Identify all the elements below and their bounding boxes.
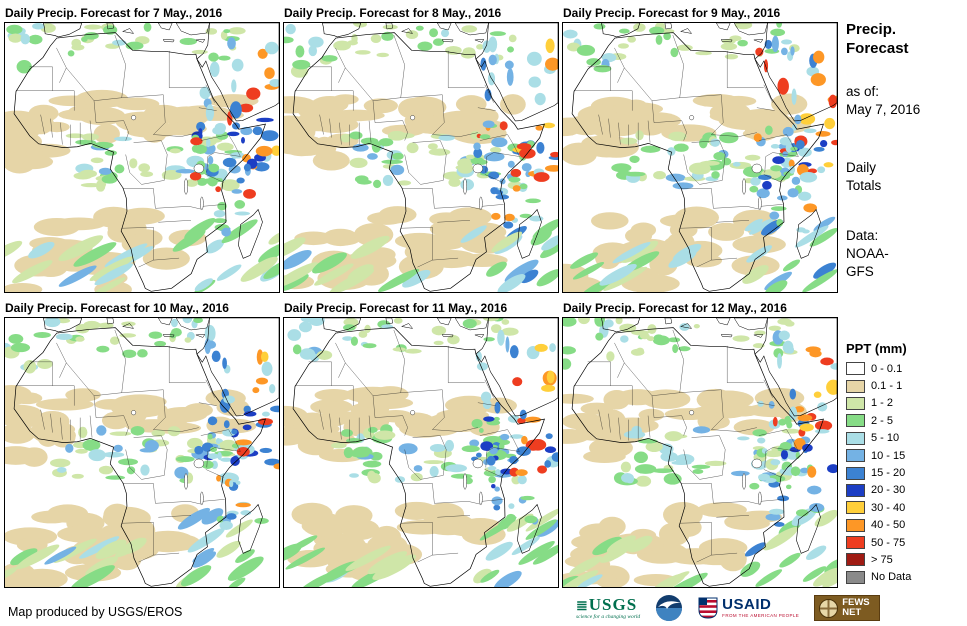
fews-globe-icon — [819, 598, 839, 618]
legend-row: 20 - 30 — [846, 482, 964, 499]
legend-label: No Data — [871, 571, 912, 584]
legend-row: 0.1 - 1 — [846, 377, 964, 394]
legend-label: 40 - 50 — [871, 519, 906, 532]
legend-swatch — [846, 501, 865, 515]
fewsnet-logo: FEWS NET — [814, 595, 881, 621]
legend-row: 10 - 15 — [846, 447, 964, 464]
sidebar-title-line1: Precip. — [846, 21, 897, 38]
legend-label: > 75 — [871, 553, 893, 566]
legend-row: 40 - 50 — [846, 517, 964, 534]
legend-label: 15 - 20 — [871, 467, 906, 480]
legend-label: 10 - 15 — [871, 449, 906, 462]
data-source-line2: GFS — [846, 264, 874, 279]
panel-title: Daily Precip. Forecast for 11 May., 2016 — [284, 301, 508, 315]
usaid-logo: USAID FROM THE AMERICAN PEOPLE — [698, 597, 799, 619]
legend: 0 - 0.1 0.1 - 1 1 - 2 2 - 5 5 - 10 10 - … — [846, 360, 964, 586]
usaid-flag-shield-icon — [698, 597, 718, 619]
legend-swatch — [846, 379, 865, 393]
legend-swatch — [846, 553, 865, 567]
map-panel: Daily Precip. Forecast for 9 May., 2016 — [562, 3, 838, 293]
panel-title: Daily Precip. Forecast for 7 May., 2016 — [5, 6, 223, 20]
map-panel: Daily Precip. Forecast for 12 May., 2016 — [562, 298, 838, 588]
as-of-label: as of: — [846, 84, 880, 99]
africa-precip-map — [4, 317, 280, 588]
legend-swatch — [846, 414, 865, 428]
usgs-tagline: science for a changing world — [576, 613, 641, 620]
legend-label: 1 - 2 — [871, 397, 894, 410]
panel-title: Daily Precip. Forecast for 12 May., 2016 — [563, 301, 787, 315]
legend-title: PPT (mm) — [846, 341, 907, 356]
usaid-name: USAID — [722, 596, 772, 614]
legend-swatch — [846, 536, 865, 550]
legend-label: 30 - 40 — [871, 501, 906, 514]
as-of-date: May 7, 2016 — [846, 102, 921, 117]
usgs-name: USGS — [588, 594, 638, 614]
legend-swatch — [846, 449, 865, 463]
legend-swatch — [846, 431, 865, 445]
africa-precip-map — [283, 22, 559, 293]
legend-swatch — [846, 483, 865, 497]
legend-swatch — [846, 518, 865, 532]
usgs-wordmark: ≣USGS — [576, 596, 640, 614]
legend-row: 0 - 0.1 — [846, 360, 964, 377]
logo-bar: ≣USGS science for a changing world — [576, 593, 881, 623]
legend-row: 30 - 40 — [846, 499, 964, 516]
fews-name: FEWS NET — [842, 597, 870, 618]
map-panel: Daily Precip. Forecast for 7 May., 2016 — [4, 3, 280, 293]
legend-row: No Data — [846, 569, 964, 586]
sidebar: Precip. Forecast as of: May 7, 2016 Dail… — [846, 20, 964, 586]
africa-precip-map — [562, 22, 838, 293]
map-panel: Daily Precip. Forecast for 8 May., 2016 — [283, 3, 559, 293]
legend-row: 1 - 2 — [846, 395, 964, 412]
noaa-logo-icon — [656, 595, 683, 621]
legend-row: 15 - 20 — [846, 464, 964, 481]
map-grid: Daily Precip. Forecast for 7 May., 2016 … — [4, 3, 838, 588]
totals-line2: Totals — [846, 178, 882, 193]
data-label: Data: — [846, 228, 879, 243]
legend-label: 5 - 10 — [871, 432, 900, 445]
map-panel: Daily Precip. Forecast for 11 May., 2016 — [283, 298, 559, 588]
legend-label: 0 - 0.1 — [871, 362, 903, 375]
legend-swatch — [846, 466, 865, 480]
legend-label: 2 - 5 — [871, 414, 894, 427]
map-panel: Daily Precip. Forecast for 10 May., 2016 — [4, 298, 280, 588]
map-attribution: Map produced by USGS/EROS — [8, 605, 183, 619]
data-source-block: Data: NOAA- GFS — [846, 227, 964, 281]
totals-line1: Daily — [846, 160, 877, 175]
legend-label: 50 - 75 — [871, 536, 906, 549]
legend-swatch — [846, 362, 865, 376]
legend-row: 50 - 75 — [846, 534, 964, 551]
usaid-wordmark: USAID FROM THE AMERICAN PEOPLE — [722, 597, 799, 619]
usgs-logo: ≣USGS science for a changing world — [576, 596, 640, 621]
legend-row: 5 - 10 — [846, 430, 964, 447]
legend-label: 20 - 30 — [871, 484, 906, 497]
panel-title: Daily Precip. Forecast for 10 May., 2016 — [5, 301, 229, 315]
legend-row: 2 - 5 — [846, 412, 964, 429]
as-of-block: as of: May 7, 2016 — [846, 83, 964, 119]
legend-label: 0.1 - 1 — [871, 380, 903, 393]
africa-precip-map — [283, 317, 559, 588]
usaid-tagline: FROM THE AMERICAN PEOPLE — [722, 613, 800, 619]
usgs-wave-icon: ≣ — [576, 598, 588, 614]
legend-swatch — [846, 570, 865, 584]
data-source-line1: NOAA- — [846, 246, 889, 261]
sidebar-title-line2: Forecast — [846, 40, 909, 57]
panel-title: Daily Precip. Forecast for 9 May., 2016 — [563, 6, 781, 20]
legend-swatch — [846, 396, 865, 410]
africa-precip-map — [562, 317, 838, 588]
sidebar-title: Precip. Forecast — [846, 20, 964, 58]
panel-title: Daily Precip. Forecast for 8 May., 2016 — [284, 6, 502, 20]
legend-row: > 75 — [846, 551, 964, 568]
africa-precip-map — [4, 22, 280, 293]
totals-block: Daily Totals — [846, 159, 964, 195]
